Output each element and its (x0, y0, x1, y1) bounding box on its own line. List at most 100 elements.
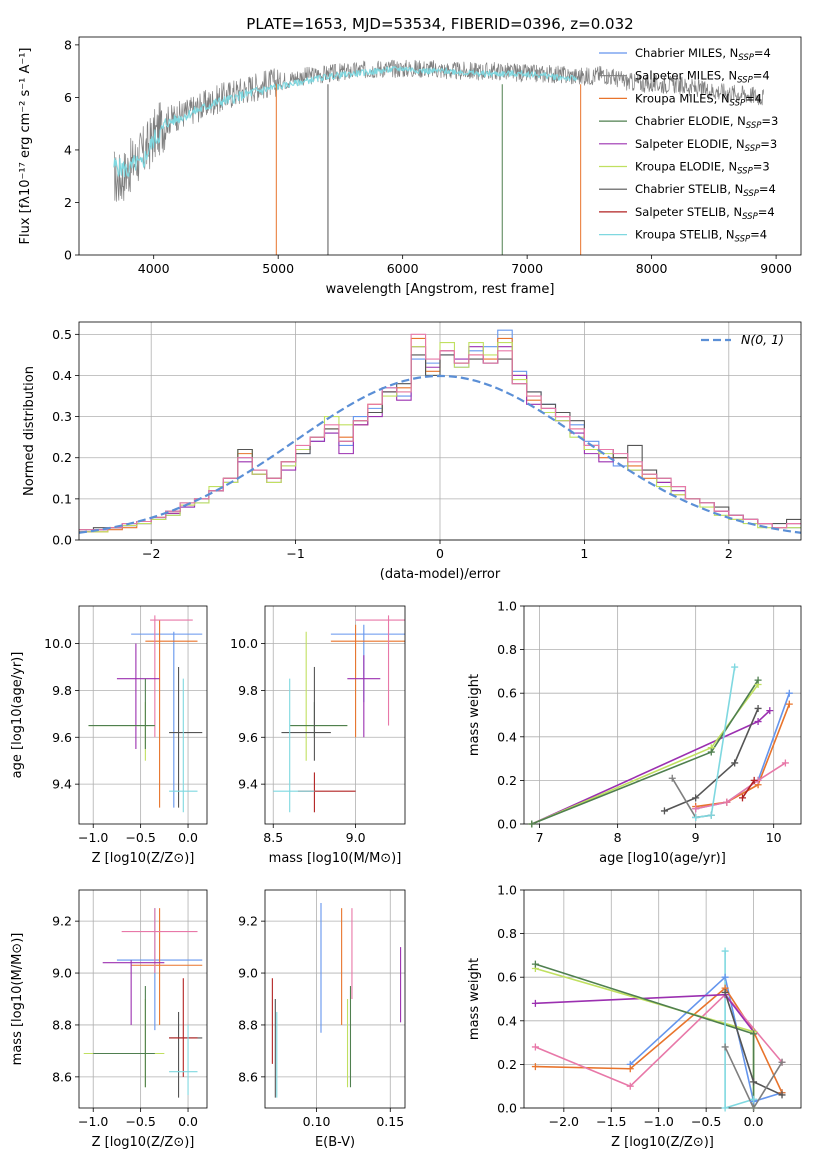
weight-marker (692, 794, 700, 802)
x-tick-label: 7 (536, 830, 544, 845)
weight-marker (754, 704, 762, 712)
axes-frame (264, 889, 406, 1109)
x-tick-label: 2 (725, 546, 733, 561)
plot-area (88, 615, 203, 813)
x-axis-label: age [log10(age/yr)] (599, 851, 726, 866)
x-tick-label: −1.0 (644, 1114, 674, 1129)
axes-frame (78, 605, 208, 825)
x-axis-label: (data-model)/error (380, 567, 501, 582)
legend-label-eq: =3 (761, 114, 778, 128)
y-tick-label: 8.6 (238, 1069, 258, 1084)
weight-marker (707, 748, 715, 756)
x-tick-label: −2 (142, 546, 160, 561)
legend-label-eq: =4 (754, 46, 771, 60)
weight-marker (731, 759, 739, 767)
y-tick-label: 9.8 (238, 683, 258, 698)
y-tick-label: 0.5 (52, 327, 72, 342)
weight-marker (785, 689, 793, 697)
y-tick-label: 0.4 (497, 729, 517, 744)
panel-age_vs_Z: −1.0 −0.5 0.0 9.4 9.6 9.8 10.0 Z [log10(Z/Z⊙)] a… (10, 605, 208, 866)
legend-label-sub: SSP (737, 167, 753, 177)
weight-marker (692, 813, 700, 821)
weight-marker (750, 1078, 758, 1086)
y-tick-label: 9.2 (238, 914, 258, 929)
y-tick-label: 9.8 (52, 683, 72, 698)
x-tick-label: 9.0 (346, 830, 366, 845)
weight-marker (531, 1063, 539, 1071)
weight-line-kroupa-stelib (724, 951, 754, 1108)
weight-marker (785, 700, 793, 708)
x-axis-label: mass [log10(M/M⊙)] (269, 851, 402, 866)
weight-line-kroupa-miles (695, 703, 791, 808)
weight-marker (626, 1082, 634, 1090)
legend-label-text: Salpeter ELODIE, N (635, 137, 745, 151)
x-tick-label: −0.5 (691, 1114, 721, 1129)
weight-marker (660, 807, 668, 815)
x-tick-label: 0.0 (178, 1114, 198, 1129)
y-tick-label: 9.4 (238, 777, 258, 792)
plot-area (271, 902, 402, 1098)
weight-marker (750, 1095, 758, 1103)
legend-label-text: Kroupa MILES, N (635, 91, 730, 105)
legend-label-text: Salpeter MILES, N (635, 69, 737, 83)
x-tick-label: 0.15 (376, 1114, 404, 1129)
plot-area (531, 666, 791, 824)
weight-marker (750, 776, 758, 784)
x-tick-label: −1.0 (78, 830, 108, 845)
panel-massweight_vs_Z: −2.0 −1.5 −1.0 −0.5 0.0 0.0 0.2 0.4 0.6 0.8 1.0 Z [… (467, 883, 802, 1150)
axes-frame (78, 889, 208, 1109)
x-tick-label: −0.5 (125, 830, 155, 845)
weight-line-salpeter-elodie (531, 710, 771, 824)
figure-title: PLATE=1653, MJD=53534, FIBERID=0396, z=0… (246, 15, 633, 33)
weight-marker (723, 798, 731, 806)
plot-area (113, 59, 765, 255)
legend-label: Chabrier MILES, NSSP=4 (635, 46, 771, 63)
y-tick-label: 9.0 (238, 966, 258, 981)
legend-label: Chabrier STELIB, NSSP=4 (635, 182, 776, 199)
y-tick-label: 0.1 (52, 491, 72, 506)
x-tick-label: 9 (692, 830, 700, 845)
panel-age_vs_mass: 8.5 9.0 9.4 9.6 9.8 10.0 mass [log10(M/M⊙)] (230, 605, 406, 866)
x-tick-label: 0.10 (303, 1114, 331, 1129)
panel-residuals: −2 −1 0 1 2 0.0 0.1 0.2 0.3 0.4 0.5 (data-model)/er… (22, 321, 802, 582)
y-tick-label: 0.8 (497, 642, 517, 657)
legend-label: N(0, 1) (741, 332, 784, 347)
weight-marker (754, 718, 762, 726)
x-axis-label: wavelength [Angstrom, rest frame] (326, 282, 555, 297)
weight-marker (692, 805, 700, 813)
legend-label: Kroupa ELODIE, NSSP=3 (635, 160, 770, 177)
y-tick-label: 0.6 (497, 970, 517, 985)
y-tick-label: 0.6 (497, 686, 517, 701)
y-tick-label: 8.6 (52, 1069, 72, 1084)
x-tick-label: 5000 (262, 261, 294, 276)
x-axis-label: Z [log10(Z/Z⊙)] (92, 1135, 195, 1150)
weight-marker (721, 1104, 729, 1112)
legend-label: Kroupa STELIB, NSSP=4 (635, 228, 767, 245)
x-tick-label: 0 (436, 546, 444, 561)
x-tick-label: 8000 (636, 261, 668, 276)
y-axis-label: Normed distribution (22, 366, 37, 496)
x-tick-label: −1.5 (596, 1114, 626, 1129)
legend-label-eq: =4 (759, 182, 776, 196)
legend-label-sub: SSP (730, 98, 746, 108)
legend-label-eq: =4 (758, 205, 775, 219)
weight-line-chabrier-elodie (535, 963, 755, 1108)
panel-massweight_vs_age: 7 8 9 10 0.0 0.2 0.4 0.6 0.8 1.0 age [log10(age/yr… (467, 599, 802, 866)
x-axis-label: E(B-V) (315, 1135, 355, 1150)
x-tick-label: 10 (766, 830, 782, 845)
x-tick-label: 8 (614, 830, 622, 845)
x-tick-label: −1.0 (78, 1114, 108, 1129)
y-axis-label: mass weight (467, 674, 482, 756)
weight-line-salpeter-miles (724, 1046, 783, 1108)
y-axis-label: mass [log10(M/M⊙)] (10, 933, 25, 1066)
legend-label-sub: SSP (742, 212, 758, 222)
y-tick-label: 9.6 (238, 730, 258, 745)
y-tick-label: 0.4 (52, 368, 72, 383)
x-tick-label: 8.5 (263, 830, 283, 845)
weight-marker (626, 1065, 634, 1073)
spectrum-legend: Chabrier MILES, NSSP=4 Salpeter MILES, N S… (599, 46, 778, 245)
legend-label-sub: SSP (746, 121, 762, 131)
plot-area (83, 908, 203, 1098)
legend-label: Salpeter STELIB, NSSP=4 (635, 205, 775, 222)
